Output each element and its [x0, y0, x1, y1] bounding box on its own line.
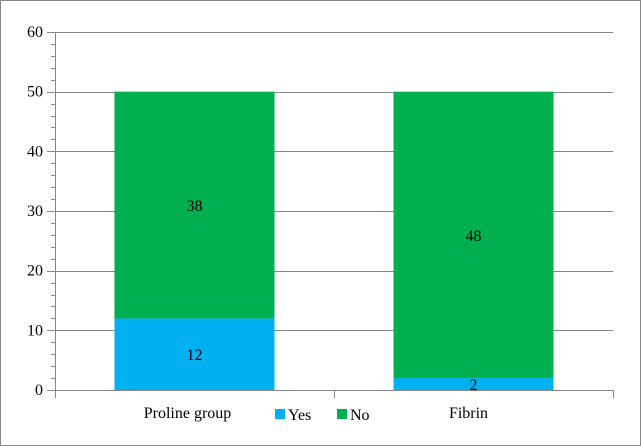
- bar-no-1: [393, 91, 554, 379]
- y-tick-label: 20: [27, 263, 43, 280]
- legend-swatch-yes: [275, 409, 285, 419]
- legend-swatch-no: [337, 409, 347, 419]
- x-category-label: Proline group: [144, 405, 232, 422]
- bar-yes-0: [114, 318, 275, 390]
- bar-no-0: [114, 91, 275, 319]
- y-tick-label: 10: [27, 322, 43, 339]
- y-tick-label: 0: [35, 382, 43, 399]
- data-label: 38: [187, 198, 203, 215]
- data-label: 48: [466, 228, 482, 245]
- data-label: 2: [470, 377, 478, 394]
- y-tick-label: 40: [27, 143, 43, 160]
- legend-label: Yes: [288, 407, 311, 424]
- x-category-label: Fibrin: [449, 405, 488, 422]
- y-tick-label: 60: [27, 24, 43, 41]
- y-tick-label: 30: [27, 203, 43, 220]
- legend-label: No: [350, 407, 370, 424]
- y-tick-label: 50: [27, 84, 43, 101]
- bar-yes-1: [393, 378, 554, 390]
- data-label: 12: [187, 347, 203, 364]
